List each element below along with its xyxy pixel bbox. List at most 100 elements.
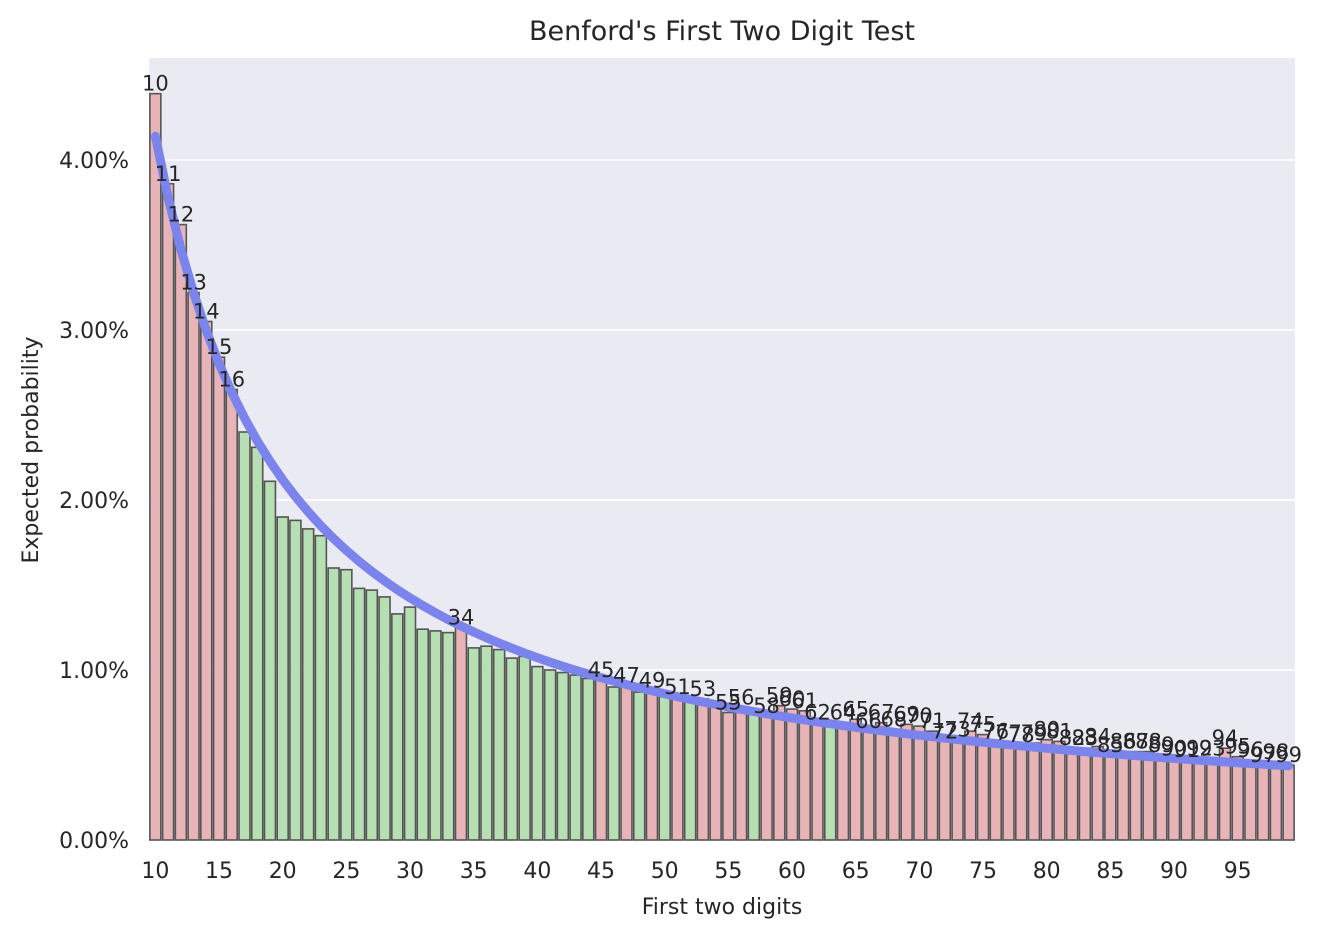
x-tick-label: 85 — [1096, 859, 1124, 884]
bar-85 — [1104, 754, 1117, 841]
bar-label-98: 98 — [1263, 740, 1290, 764]
bar-16 — [225, 388, 239, 841]
bar-98 — [1269, 760, 1283, 841]
bar-label-10: 10 — [142, 72, 169, 96]
bar-label-67: 67 — [868, 701, 895, 725]
bar-79 — [1027, 742, 1041, 841]
bar-84 — [1091, 745, 1104, 841]
bar-33 — [441, 631, 455, 841]
bar-54 — [709, 704, 722, 841]
bar-18 — [250, 446, 264, 841]
bar-63 — [823, 720, 837, 841]
bar-51 — [671, 696, 684, 841]
bar-73 — [951, 738, 964, 841]
chart-title: Benford's First Two Digit Test — [529, 16, 915, 47]
bar-74 — [964, 730, 977, 841]
bar-97 — [1256, 764, 1270, 841]
bar-12 — [174, 223, 188, 841]
bar-label-86: 86 — [1110, 730, 1137, 754]
bar-59 — [773, 704, 786, 841]
x-tick-label: 70 — [905, 859, 933, 884]
bar-label-84: 84 — [1084, 725, 1111, 749]
bar-80 — [1040, 738, 1053, 841]
bar-57 — [747, 709, 761, 841]
bar-43 — [569, 674, 582, 841]
y-tick-label: 1.00% — [59, 659, 129, 684]
bar-25 — [340, 568, 353, 841]
bar-labels: 10 11 12 13 14 15 16 34 454749515355565859606162… — [142, 72, 1302, 768]
x-tick-label: 50 — [651, 859, 679, 884]
bar-89 — [1155, 754, 1168, 841]
bar-label-79: 79 — [1021, 721, 1048, 745]
bar-70 — [913, 725, 926, 841]
bar-label-11: 11 — [155, 162, 182, 186]
bar-40 — [531, 665, 544, 841]
x-tick-label: 10 — [141, 859, 169, 884]
bar-42 — [556, 671, 570, 841]
bar-21 — [289, 519, 302, 841]
bar-61 — [798, 709, 812, 841]
x-tick-label: 80 — [1033, 859, 1061, 884]
bar-label-16: 16 — [218, 368, 245, 392]
bar-55 — [722, 711, 735, 841]
x-tick-label: 15 — [205, 859, 233, 884]
bar-label-34: 34 — [448, 606, 475, 630]
bar-65 — [849, 718, 862, 841]
bar-20 — [276, 516, 289, 841]
x-axis-label: First two digits — [642, 895, 803, 920]
bar-38 — [505, 657, 519, 841]
y-tick-label: 3.00% — [59, 319, 129, 344]
bar-label-68: 68 — [881, 708, 908, 732]
bar-14 — [200, 320, 213, 841]
bar-27 — [365, 589, 379, 841]
bar-78 — [1014, 743, 1028, 841]
bar-45 — [594, 679, 608, 841]
bar-60 — [785, 708, 799, 841]
bar-62 — [811, 721, 824, 841]
bar-label-14: 14 — [193, 300, 220, 324]
bar-44 — [582, 677, 595, 841]
bar-26 — [352, 587, 366, 841]
bar-label-95: 95 — [1224, 735, 1251, 759]
bar-label-45: 45 — [588, 658, 615, 682]
bar-label-92: 92 — [1186, 736, 1213, 760]
bar-32 — [429, 630, 442, 841]
bar-label-78: 78 — [1008, 723, 1035, 747]
bar-41 — [543, 669, 557, 841]
bar-label-15: 15 — [206, 335, 233, 359]
bar-label-71: 71 — [919, 709, 946, 733]
bar-label-88: 88 — [1135, 730, 1162, 754]
bar-label-75: 75 — [970, 713, 997, 737]
bar-37 — [492, 648, 506, 841]
bar-92 — [1193, 757, 1206, 841]
x-tick-label: 75 — [969, 859, 997, 884]
bar-label-51: 51 — [664, 675, 691, 699]
bar-35 — [467, 647, 480, 841]
x-tick-label: 65 — [842, 859, 870, 884]
bar-69 — [900, 723, 913, 841]
bar-label-94: 94 — [1212, 726, 1239, 750]
bar-label-82: 82 — [1059, 726, 1086, 750]
x-tick-label: 95 — [1224, 859, 1252, 884]
bar-88 — [1142, 750, 1155, 841]
bar-label-77: 77 — [995, 721, 1022, 745]
x-tick-label: 35 — [460, 859, 488, 884]
bar-29 — [391, 613, 404, 841]
bar-67 — [874, 721, 888, 841]
bar-label-70: 70 — [906, 704, 933, 728]
bar-label-91: 91 — [1173, 738, 1200, 762]
x-tick-label: 25 — [332, 859, 360, 884]
bar-93 — [1205, 757, 1219, 841]
bar-label-58: 58 — [753, 694, 780, 718]
bar-81 — [1053, 740, 1066, 841]
bar-label-13: 13 — [180, 271, 207, 295]
expected-curve — [150, 131, 1294, 771]
bar-label-53: 53 — [690, 677, 717, 701]
bar-96 — [1244, 759, 1257, 841]
bar-label-90: 90 — [1161, 736, 1188, 760]
y-tick-labels: 0.00% 1.00% 2.00% 3.00% 4.00% — [59, 149, 129, 854]
bar-48 — [632, 691, 646, 841]
y-tick-label: 4.00% — [59, 149, 129, 174]
bar-label-61: 61 — [791, 689, 818, 713]
